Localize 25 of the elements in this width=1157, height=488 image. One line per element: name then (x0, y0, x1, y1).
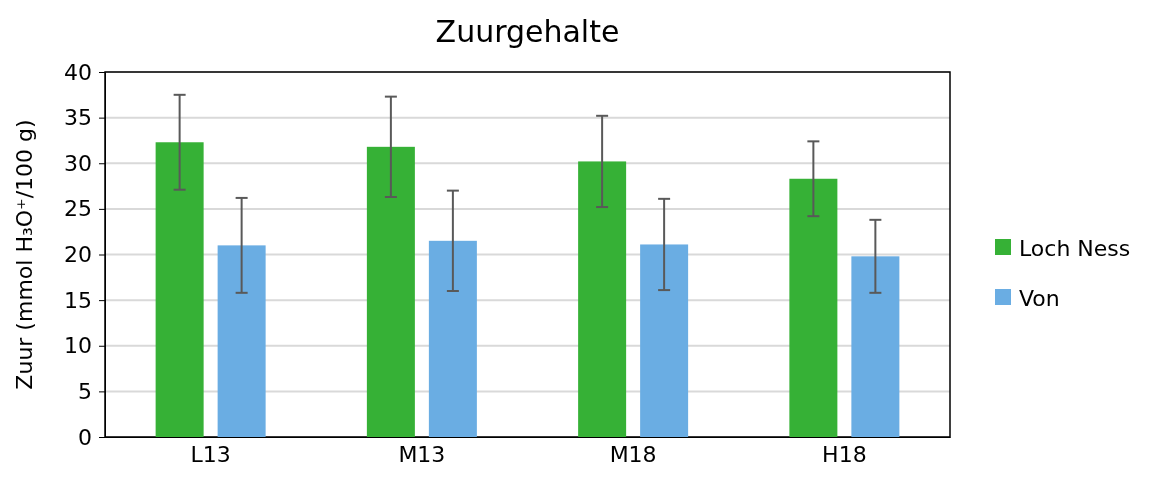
y-tick-label: 25 (64, 196, 92, 222)
y-tick-label: 30 (64, 150, 92, 176)
y-tick-label: 5 (78, 378, 92, 404)
chart-title: Zuurgehalte (435, 14, 620, 49)
bar (366, 146, 415, 437)
x-tick-label: M18 (609, 442, 657, 467)
y-tick-label: 10 (64, 333, 92, 359)
y-axis-title: Zuur (mmol H₃O⁺/100 g) (12, 119, 37, 390)
legend-label: Von (1019, 285, 1060, 311)
y-tick-label: 35 (64, 105, 92, 131)
y-tick-label: 15 (64, 287, 92, 313)
bar (789, 178, 838, 437)
x-tick-label: L13 (190, 442, 231, 467)
bar (578, 161, 627, 437)
bar (155, 142, 204, 437)
x-tick-label: M13 (398, 442, 446, 467)
y-tick-label: 0 (78, 424, 92, 450)
bar (851, 256, 900, 437)
bar (217, 245, 266, 437)
legend-label: Loch Ness (1019, 235, 1131, 261)
bar (428, 240, 477, 437)
x-tick-label: H18 (822, 442, 867, 467)
y-tick-label: 40 (64, 59, 92, 85)
y-tick-label: 20 (64, 242, 92, 268)
bar (640, 244, 689, 437)
